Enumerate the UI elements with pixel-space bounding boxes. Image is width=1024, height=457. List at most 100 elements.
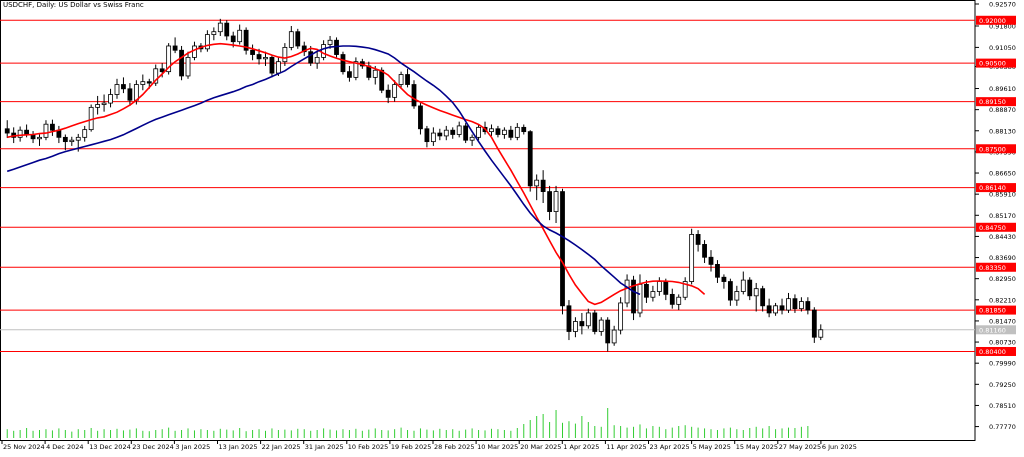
candle-body: [43, 123, 49, 138]
date-tick-label: 5 May 2025: [693, 443, 731, 451]
candle-body: [411, 84, 417, 107]
candle-body: [392, 84, 398, 98]
candle-body: [656, 281, 662, 292]
candle-body: [192, 45, 197, 58]
price-tick-label: 0.91050: [989, 44, 1016, 52]
candle-body: [282, 47, 288, 63]
date-tick-label: 3 Jan 2025: [175, 443, 210, 451]
candle-body: [263, 56, 268, 60]
candle-body: [50, 123, 55, 131]
candle-body: [540, 179, 546, 192]
candle-body: [501, 129, 507, 135]
level-price-label: 0.84750: [979, 224, 1006, 232]
date-tick-label: 4 Dec 2024: [46, 443, 83, 451]
candle-body: [489, 128, 494, 133]
candle-body: [805, 301, 811, 311]
candle-body: [611, 329, 617, 344]
candle-body: [224, 22, 230, 37]
candle-body: [101, 102, 107, 105]
candle-body: [146, 81, 152, 84]
date-tick-label: 6 Jun 2025: [822, 443, 857, 451]
candle-body: [288, 31, 294, 48]
candle-body: [579, 321, 585, 327]
candle-body: [204, 34, 210, 50]
date-tick-label: 25 Nov 2024: [3, 443, 45, 451]
current-price-tag: [976, 325, 1016, 335]
candle-body: [372, 69, 378, 78]
candle-body: [766, 305, 772, 314]
candle-body: [179, 49, 184, 77]
candle-body: [30, 134, 36, 140]
level-price-tag: [976, 144, 1016, 154]
candle-body: [786, 298, 791, 311]
candle-body: [818, 329, 824, 338]
candle-body: [308, 51, 314, 64]
candle-body: [243, 29, 249, 51]
candle-body: [663, 281, 669, 295]
candle-body: [327, 39, 333, 45]
candle-body: [534, 179, 540, 187]
candle-body: [760, 288, 766, 307]
date-tick-label: 10 Mar 2025: [477, 443, 518, 451]
candle-body: [773, 305, 778, 314]
candle-body: [172, 45, 178, 51]
candle-body: [211, 31, 217, 35]
candle-body: [95, 104, 101, 108]
date-tick-label: 27 May 2025: [779, 443, 821, 451]
price-tick-label: 0.78510: [989, 402, 1016, 410]
candle-body: [708, 256, 714, 265]
candle-body: [631, 279, 636, 314]
candle-body: [17, 129, 23, 138]
price-tick-label: 0.82210: [989, 296, 1016, 304]
candle-body: [747, 279, 753, 297]
candle-body: [127, 88, 133, 101]
price-tick-label: 0.88130: [989, 127, 1016, 135]
price-tick-label: 0.82950: [989, 275, 1016, 283]
price-tick-label: 0.88870: [989, 106, 1016, 114]
candle-body: [230, 35, 236, 43]
candle-body: [753, 288, 759, 297]
candle-body: [669, 293, 675, 305]
candle-body: [295, 31, 301, 47]
level-price-tag: [976, 346, 1016, 356]
price-tick-label: 0.91800: [989, 22, 1016, 30]
candle-body: [695, 234, 701, 245]
candle-body: [140, 81, 146, 85]
candle-body: [321, 44, 327, 58]
price-tick-label: 0.86650: [989, 170, 1016, 178]
candle-body: [682, 281, 688, 298]
price-tick-label: 0.80730: [989, 339, 1016, 347]
candle-body: [598, 319, 604, 332]
candle-body: [495, 128, 501, 135]
date-tick-label: 13 Jan 2025: [219, 443, 258, 451]
candle-body: [721, 276, 727, 282]
price-tick-label: 0.85910: [989, 191, 1016, 199]
candle-body: [650, 291, 656, 298]
candle-body: [69, 139, 75, 143]
level-price-label: 0.80400: [979, 348, 1006, 356]
candle-body: [153, 68, 159, 84]
candle-body: [676, 296, 682, 305]
candle-body: [314, 56, 320, 64]
candle-body: [715, 264, 720, 278]
moving-average-line: [7, 42, 706, 306]
candle-body: [443, 129, 449, 137]
date-tick-label: 15 May 2025: [736, 443, 778, 451]
level-price-label: 0.81850: [979, 307, 1006, 315]
candle-body: [592, 312, 598, 332]
candle-body: [4, 128, 10, 134]
date-tick-label: 22 Jan 2025: [262, 443, 301, 451]
level-price-tag: [976, 97, 1016, 107]
candle-body: [237, 29, 243, 43]
date-tick-label: 19 Feb 2025: [391, 443, 431, 451]
candle-body: [437, 132, 443, 137]
level-price-label: 0.83350: [979, 264, 1006, 272]
date-tick-label: 28 Feb 2025: [434, 443, 474, 451]
candle-body: [185, 56, 191, 77]
candle-body: [347, 71, 352, 78]
candle-body: [553, 191, 559, 212]
price-tick-label: 0.81470: [989, 317, 1016, 325]
level-price-tag: [976, 183, 1016, 193]
